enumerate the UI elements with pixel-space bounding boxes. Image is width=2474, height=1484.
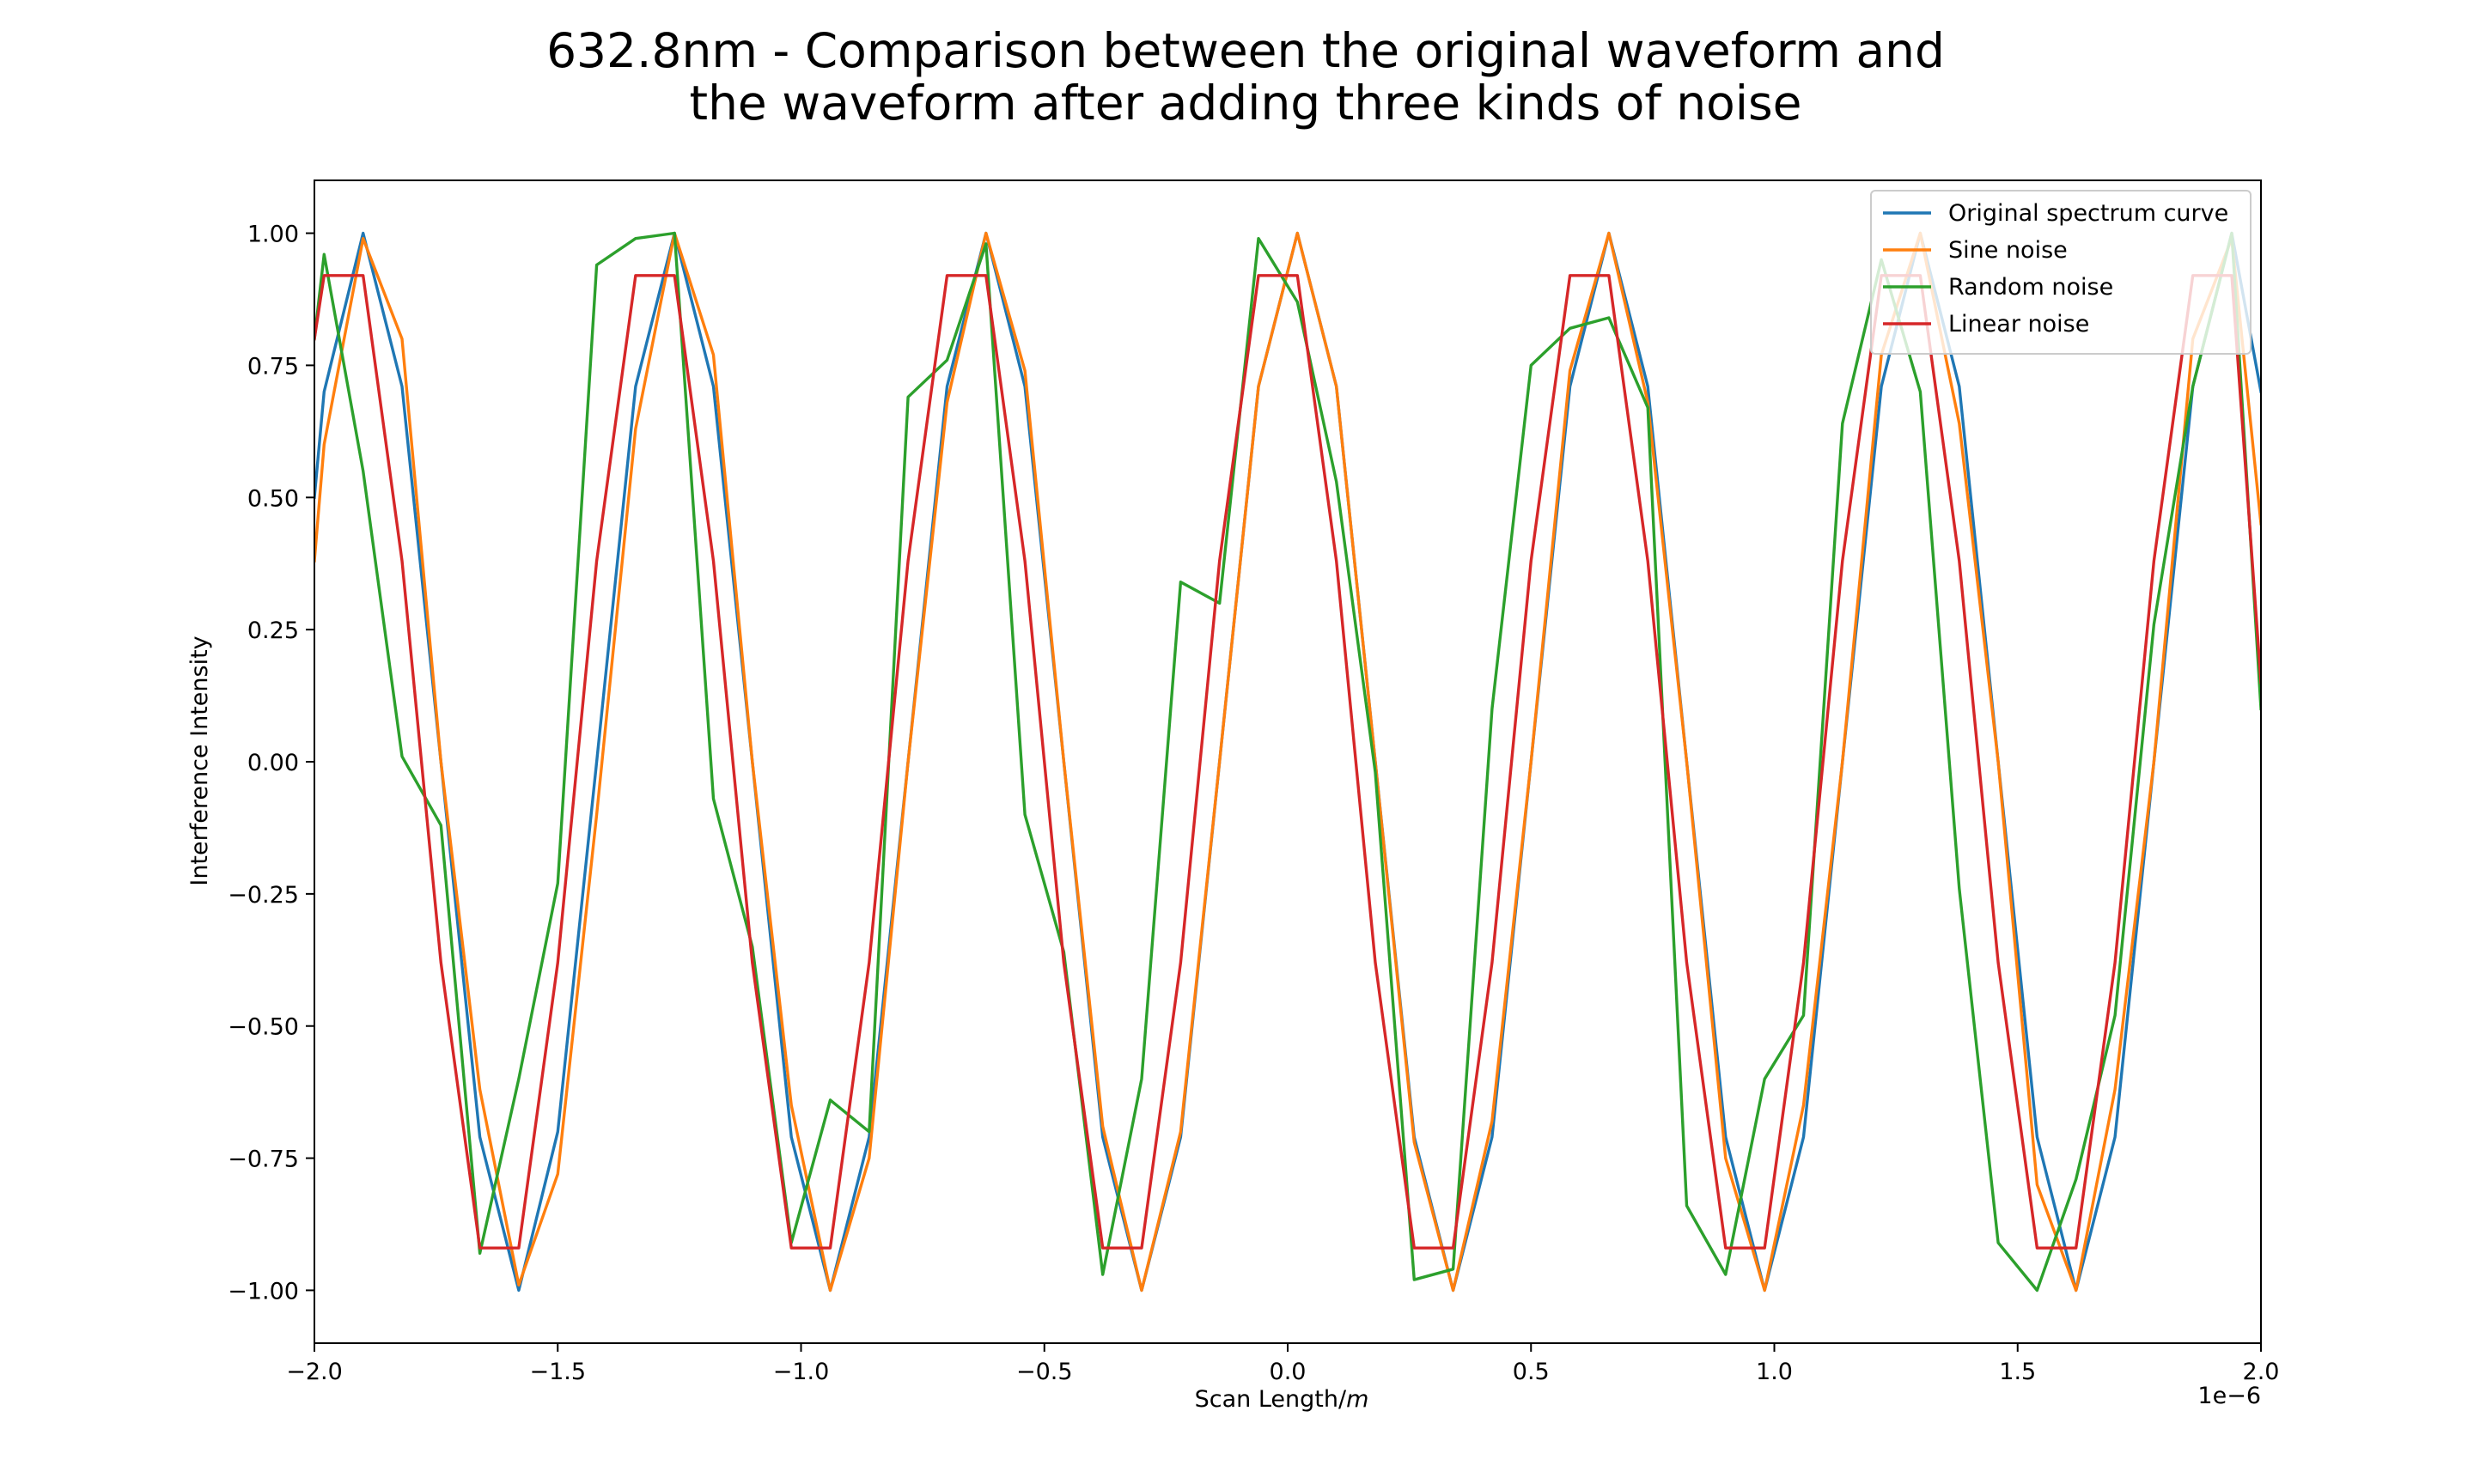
legend-label-1: Original spectrum curve xyxy=(1948,200,2228,227)
plot-area xyxy=(314,231,2261,1292)
y-tick-label: 1.00 xyxy=(247,222,299,248)
chart-title-line-2: the waveform after adding three kinds of… xyxy=(690,76,1802,131)
legend: Original spectrum curve Sine noise Random … xyxy=(1870,190,2252,355)
y-tick-label: 0.00 xyxy=(247,750,299,776)
y-tick-label: −0.75 xyxy=(228,1146,299,1173)
series-line-4 xyxy=(314,274,2261,1250)
x-tick-label: −0.5 xyxy=(1016,1359,1073,1385)
legend-label-2: Sine noise xyxy=(1948,237,2068,264)
y-tick-label: 0.50 xyxy=(247,485,299,512)
axes-frame xyxy=(314,179,2262,1344)
legend-frame xyxy=(1870,190,2252,355)
x-tick-label: −1.5 xyxy=(529,1359,586,1385)
y-tick-label: −0.25 xyxy=(228,882,299,909)
x-axis-label: Scan Length/m xyxy=(1195,1386,1369,1413)
series-line-1 xyxy=(314,231,2261,1292)
ticks: −2.0 −1.5 −1.0 −0.5 0.0 0.5 1.0 1.5 2.0 1.00 0.75 0… xyxy=(228,222,2279,1385)
x-tick-label: 1.5 xyxy=(1999,1359,2036,1385)
series-line-3 xyxy=(314,231,2261,1292)
chart-title-line-1: 632.8nm - Comparison between the origina… xyxy=(546,23,1945,78)
x-tick-label: −2.0 xyxy=(286,1359,343,1385)
x-tick-label: 2.0 xyxy=(2243,1359,2280,1385)
chart-title: 632.8nm - Comparison between the origina… xyxy=(546,23,1945,131)
x-tick-label: −1.0 xyxy=(773,1359,830,1385)
x-axis-offset-label: 1e−6 xyxy=(2197,1383,2261,1409)
y-tick-label: −0.50 xyxy=(228,1014,299,1041)
y-tick-label: 0.25 xyxy=(247,617,299,644)
legend-label-3: Random noise xyxy=(1948,274,2113,301)
x-tick-label: 0.5 xyxy=(1513,1359,1550,1385)
legend-label-4: Linear noise xyxy=(1948,311,2089,338)
x-tick-label: 0.0 xyxy=(1270,1359,1307,1385)
y-tick-label: −1.00 xyxy=(228,1278,299,1305)
x-tick-label: 1.0 xyxy=(1756,1359,1793,1385)
series-line-2 xyxy=(314,231,2261,1292)
y-tick-label: 0.75 xyxy=(247,353,299,380)
y-axis-label: Interference Intensity xyxy=(186,636,213,885)
axes xyxy=(314,179,2262,1344)
